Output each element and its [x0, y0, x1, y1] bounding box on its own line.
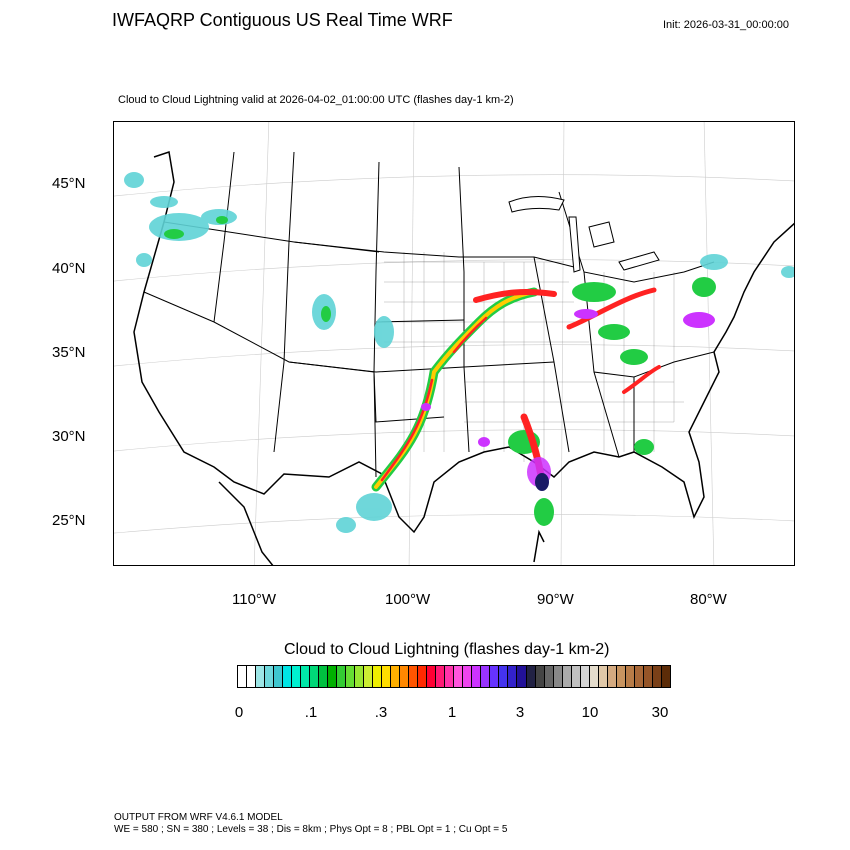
colorbar-swatch	[391, 666, 401, 687]
colorbar-swatch	[319, 666, 329, 687]
colorbar-swatch	[418, 666, 428, 687]
init-time: Init: 2026-03-31_00:00:00	[663, 19, 789, 31]
colorbar-tick: .1	[304, 704, 318, 721]
colorbar-swatch	[607, 666, 617, 687]
colorbar-tick: 0	[234, 704, 244, 721]
lat-label-35: 35°N	[52, 344, 86, 361]
colorbar-swatch	[526, 666, 536, 687]
lat-label-30: 30°N	[52, 428, 86, 445]
lat-label-45: 45°N	[52, 175, 86, 192]
colorbar-swatch	[580, 666, 590, 687]
lightning-field	[124, 172, 794, 533]
colorbar-tick: 1	[447, 704, 457, 721]
colorbar-swatch	[508, 666, 518, 687]
colorbar-tick: 3	[515, 704, 525, 721]
colorbar-swatch	[346, 666, 356, 687]
colorbar-swatch	[625, 666, 635, 687]
colorbar-swatch	[427, 666, 437, 687]
map-subtitle: Cloud to Cloud Lightning valid at 2026-0…	[118, 94, 514, 106]
colorbar-swatch	[256, 666, 266, 687]
map-frame	[113, 121, 795, 566]
colorbar-swatch	[382, 666, 392, 687]
colorbar-swatch	[310, 666, 320, 687]
colorbar-swatch	[661, 666, 670, 687]
lat-label-40: 40°N	[52, 260, 86, 277]
colorbar-swatch	[265, 666, 275, 687]
colorbar-swatch	[283, 666, 293, 687]
colorbar-swatch	[490, 666, 500, 687]
colorbar-swatch	[400, 666, 410, 687]
colorbar-swatch	[238, 666, 248, 687]
colorbar-swatch	[535, 666, 545, 687]
colorbar-swatch	[499, 666, 509, 687]
great-lakes	[508, 196, 660, 273]
lat-label-25: 25°N	[52, 512, 86, 529]
colorbar-swatch	[517, 666, 527, 687]
colorbar-tick: 10	[581, 704, 599, 721]
colorbar-tick: .3	[374, 704, 388, 721]
colorbar-swatch	[292, 666, 302, 687]
colorbar-swatch	[562, 666, 572, 687]
footer-model: OUTPUT FROM WRF V4.6.1 MODEL	[114, 812, 283, 823]
footer: OUTPUT FROM WRF V4.6.1 MODEL WE = 580 ; …	[114, 812, 507, 836]
colorbar-tick: 30	[651, 704, 669, 721]
colorbar-swatch	[409, 666, 419, 687]
colorbar-swatch	[472, 666, 482, 687]
colorbar-swatch	[355, 666, 365, 687]
lon-label-100: 100°W	[385, 591, 431, 608]
colorbar-swatch	[328, 666, 338, 687]
map-canvas	[114, 122, 794, 565]
state-borders	[143, 151, 715, 478]
colorbar-swatch	[463, 666, 473, 687]
colorbar-swatch	[274, 666, 284, 687]
colorbar-title: Cloud to Cloud Lightning (flashes day-1 …	[284, 641, 610, 658]
lon-label-80: 80°W	[690, 591, 727, 608]
colorbar-swatch	[598, 666, 608, 687]
colorbar-swatch	[643, 666, 653, 687]
colorbar-swatch	[436, 666, 446, 687]
colorbar-swatch	[364, 666, 374, 687]
coastlines	[133, 151, 794, 565]
colorbar-swatch	[454, 666, 464, 687]
colorbar-swatch	[652, 666, 662, 687]
colorbar-swatch	[337, 666, 347, 687]
colorbar-swatch	[589, 666, 599, 687]
colorbar-swatch	[544, 666, 554, 687]
colorbar-swatch	[571, 666, 581, 687]
lon-label-110: 110°W	[232, 591, 277, 608]
colorbar-swatch	[553, 666, 563, 687]
colorbar-swatch	[301, 666, 311, 687]
colorbar-swatch	[373, 666, 383, 687]
footer-config: WE = 580 ; SN = 380 ; Levels = 38 ; Dis …	[114, 824, 508, 835]
colorbar-swatch	[616, 666, 626, 687]
colorbar-swatch	[481, 666, 491, 687]
colorbar-swatch	[634, 666, 644, 687]
map-title: IWFAQRP Contiguous US Real Time WRF	[112, 10, 453, 30]
lon-label-90: 90°W	[537, 591, 574, 608]
colorbar-swatch	[247, 666, 257, 687]
colorbar-swatch	[445, 666, 455, 687]
colorbar	[237, 665, 671, 688]
